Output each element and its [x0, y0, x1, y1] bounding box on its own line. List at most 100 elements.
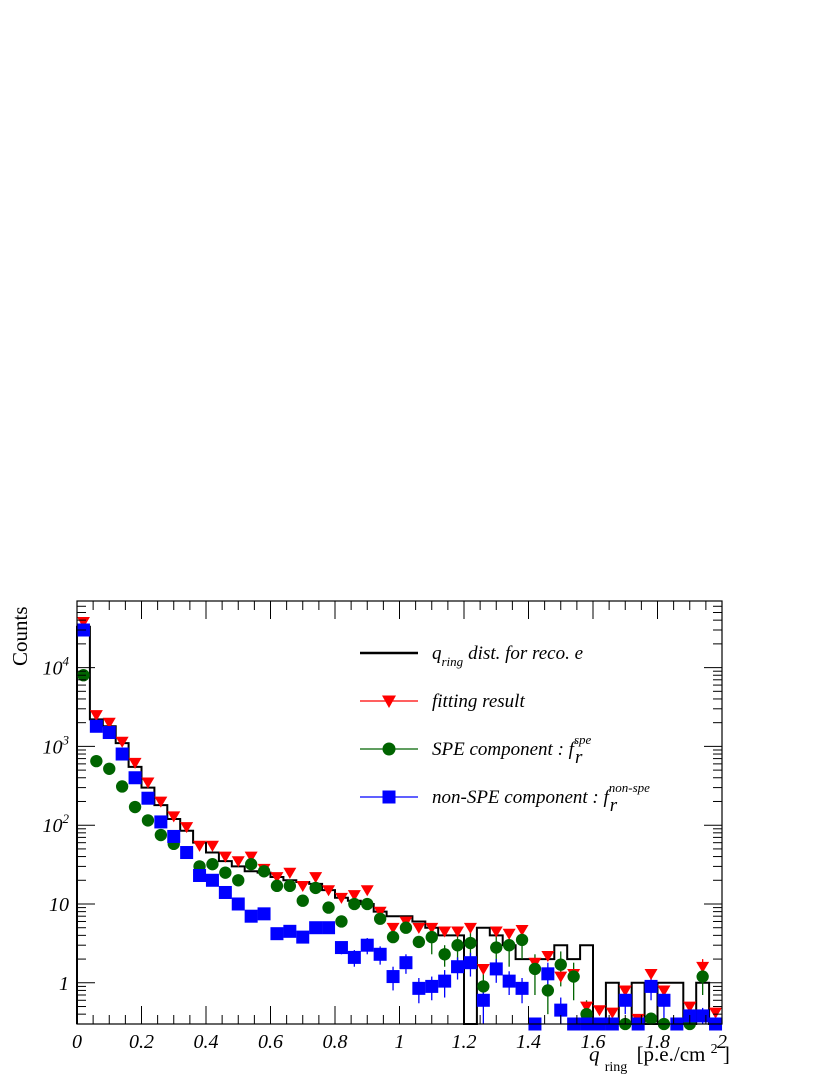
fit-point [128, 757, 142, 769]
fit-point [489, 926, 503, 938]
nonspe-point [696, 1009, 710, 1023]
nonspe-point [399, 956, 413, 970]
x-axis-label: q ring [p.e./cm 2 ] [589, 1034, 730, 1075]
fit-point [167, 811, 181, 823]
nonspe-point [451, 960, 465, 974]
fit-point [309, 872, 323, 884]
fit-point [218, 851, 232, 863]
x-axis-label-main: q [589, 1042, 600, 1066]
nonspe-point [167, 829, 181, 843]
fit-point [283, 867, 297, 879]
nonspe-point [218, 885, 232, 899]
nonspe-point [257, 907, 271, 921]
fit-point [541, 950, 555, 962]
nonspe-point [115, 747, 129, 761]
nonspe-point [244, 909, 258, 923]
fit-point [412, 922, 426, 934]
fit-point [580, 1001, 594, 1013]
fit-point [554, 971, 568, 983]
spe-point [451, 939, 464, 952]
spe-point [464, 936, 477, 950]
nonspe-point [425, 979, 439, 993]
legend-sub-nonspe: r [610, 795, 618, 816]
x-tick-label: 0.2 [129, 1031, 154, 1053]
axes-layer: 0 0.2 0.4 0.6 0.8 1 1.2 1.4 1.6 1.8 2 1 10 102 103 104 [43, 600, 727, 1053]
nonspe-point [334, 941, 348, 955]
fit-point [180, 822, 194, 834]
fit-point [231, 856, 245, 868]
fit-point [386, 922, 400, 934]
spe-point [490, 941, 503, 954]
spe-point [309, 881, 322, 895]
legend-marker-nonspe [382, 790, 396, 804]
spe-point [515, 933, 529, 947]
fit-point [657, 985, 671, 997]
nonspe-point [283, 924, 297, 938]
spe-point [206, 858, 219, 871]
legend-label-nonspe: non-SPE component : fnon-spe [432, 780, 650, 808]
spe-point [296, 894, 309, 907]
spe-point [103, 762, 116, 775]
nonspe-point [489, 962, 503, 976]
spe-point [270, 879, 284, 893]
nonspe-point [476, 993, 490, 1007]
fit-point [502, 928, 516, 940]
nonspe-point [154, 815, 168, 829]
spe-point [335, 915, 348, 928]
fit-point [476, 964, 490, 976]
x-axis-label-unit-sup: 2 [711, 1042, 718, 1057]
spe-point [386, 930, 400, 944]
nonspe-point [515, 981, 529, 995]
spe-point [128, 800, 142, 814]
nonspe-point [412, 981, 426, 995]
nonspe-point [128, 771, 142, 785]
spe-point [361, 897, 374, 911]
fit-point [205, 840, 219, 852]
fit-point [102, 717, 116, 729]
fit-point [451, 926, 465, 938]
nonspe-point [180, 846, 194, 860]
fit-point [696, 961, 710, 973]
y-tick-label: 102 [43, 811, 70, 837]
nonspe-point [438, 974, 452, 988]
fit-point [244, 851, 258, 863]
spe-point [90, 754, 103, 768]
legend-marker-spe [382, 742, 396, 756]
y-tick-label: 104 [43, 654, 70, 680]
nonspe-point [89, 719, 103, 733]
spe-point [322, 901, 335, 914]
legend-sub-spe: r [575, 747, 583, 768]
legend-label-fit: fitting result [432, 691, 525, 712]
nonspe-point [618, 993, 632, 1007]
legend: qring dist. for reco. e fitting result SPE … [360, 643, 650, 816]
nonspe-point [360, 938, 374, 952]
nonspe-point [296, 930, 310, 944]
x-tick-label: 0.4 [194, 1031, 219, 1053]
fit-point [463, 922, 477, 934]
x-tick-label: 1.2 [452, 1031, 477, 1053]
spe-point [541, 984, 555, 997]
nonspe-point [141, 791, 155, 805]
fit-point [154, 796, 168, 808]
fit-point [683, 1001, 697, 1013]
nonspe-point [644, 979, 658, 993]
nonspe-point [657, 993, 671, 1007]
fit-point [270, 872, 284, 884]
fit-point [115, 736, 129, 748]
nonspe-point [322, 921, 336, 935]
x-tick-label: 0.6 [258, 1031, 283, 1053]
nonspe-point [270, 927, 284, 941]
fit-point [296, 880, 310, 893]
spe-point [554, 958, 567, 971]
spe-point [399, 921, 413, 934]
fit-point [515, 924, 529, 937]
spe-point [567, 970, 580, 983]
fit-point [334, 892, 348, 904]
nonspe-point [386, 970, 400, 984]
spe-point [528, 962, 542, 976]
spe-point [283, 879, 297, 893]
spe-point [141, 814, 155, 827]
spe-point [502, 939, 516, 952]
nonspe-point [554, 1003, 568, 1017]
nonspe-point [193, 868, 207, 882]
